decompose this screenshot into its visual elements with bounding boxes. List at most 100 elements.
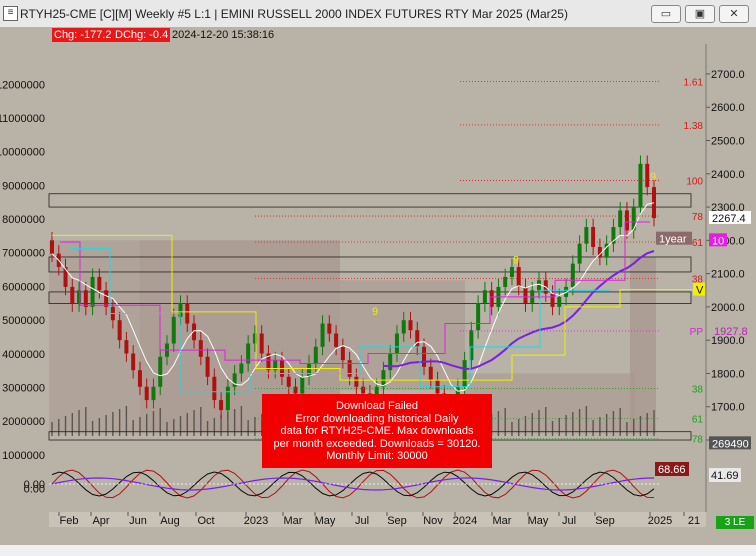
price-tag-bg xyxy=(693,282,705,296)
time-tick-label: 2025 xyxy=(648,515,672,527)
candle-body xyxy=(104,290,109,307)
candle-body xyxy=(503,276,508,287)
volume-tick-label: 2000000 xyxy=(2,416,45,428)
chart-header-strip xyxy=(0,27,756,42)
candle-body xyxy=(320,323,325,347)
candle-body xyxy=(489,290,494,307)
candle-body xyxy=(124,340,129,354)
candle-body xyxy=(225,386,230,411)
menu-icon[interactable]: ≡ xyxy=(3,6,18,21)
candle-body xyxy=(239,363,244,374)
price-tick-label: 1900.0 xyxy=(711,335,745,347)
candle-body xyxy=(144,386,149,401)
time-tick-label: 21 xyxy=(688,515,700,527)
fib-level-label: 1.61 xyxy=(684,78,704,89)
price-band xyxy=(48,193,692,208)
candle-body xyxy=(415,330,420,347)
candle-body xyxy=(50,240,54,254)
price-tag-label: 269490 xyxy=(712,438,749,450)
price-tag-label: V xyxy=(696,285,704,297)
maximize-button[interactable]: ▣ xyxy=(685,5,715,23)
candle-body xyxy=(469,330,474,361)
bottom-scrollbar[interactable] xyxy=(0,545,756,556)
volume-tick-label: 0.00 xyxy=(24,483,45,495)
time-tick-label: Jul xyxy=(355,515,369,527)
candle-body xyxy=(327,323,332,334)
candle-body xyxy=(266,353,271,371)
candle-body xyxy=(131,353,136,371)
time-tick-label: 2023 xyxy=(244,515,268,527)
candle-body xyxy=(63,266,68,287)
candle-body xyxy=(652,187,656,219)
price-tag-label: 1year xyxy=(659,234,687,246)
step-line-magenta xyxy=(60,221,650,364)
time-tick-label: Mar xyxy=(493,515,512,527)
candle-body xyxy=(482,290,487,304)
error-line: data for RTYH25-CME. Max downloads xyxy=(280,425,474,437)
time-tick-label: Jul xyxy=(562,515,576,527)
fib-level-label: 100 xyxy=(686,176,703,187)
time-tick-label: Feb xyxy=(60,515,79,527)
oscillator-secondary-label: 41.69 xyxy=(711,470,739,482)
candle-body xyxy=(252,333,257,344)
candle-body xyxy=(604,243,609,257)
minimize-button[interactable]: ▭ xyxy=(651,5,681,23)
price-tag-bg xyxy=(709,233,727,247)
candle-body xyxy=(381,370,386,387)
time-tick-label: Sep xyxy=(387,515,407,527)
candle-body xyxy=(537,280,542,291)
close-button[interactable]: ✕ xyxy=(719,5,749,23)
fib-level-label: PP xyxy=(690,327,704,338)
timestamp: 2024-12-20 15:38:16 xyxy=(172,29,275,41)
candle-body xyxy=(361,386,366,394)
time-axis-bg xyxy=(49,512,706,527)
time-tick-label: Aug xyxy=(160,515,180,527)
error-line: per month exceeded. Downloads = 30120. xyxy=(273,437,481,450)
candle-body xyxy=(354,376,359,387)
candle-body xyxy=(557,296,562,307)
time-tick-label: 2024 xyxy=(453,515,477,527)
price-tag-label: 10 xyxy=(712,235,724,247)
error-line: Error downloading historical Daily xyxy=(295,412,459,425)
candle-body xyxy=(192,323,197,341)
change-badge: Chg: -177.2 xyxy=(52,28,114,42)
volume-tick-label: 5000000 xyxy=(2,315,45,327)
price-tag-label: 1927.8 xyxy=(714,326,748,338)
daily-change-badge: DChg: -0.4 xyxy=(113,28,171,42)
candle-body xyxy=(300,376,305,394)
price-band xyxy=(48,291,692,304)
shaded-zone xyxy=(630,256,656,434)
volume-tick-label: 10000000 xyxy=(0,147,45,159)
candle-body xyxy=(158,356,163,387)
oscillator-value-label: 68.66 xyxy=(658,464,686,476)
price-band xyxy=(48,256,692,273)
oscillator-zero-label: 0.00 xyxy=(24,479,45,491)
wave-count-label: 9 xyxy=(650,171,656,183)
candle-body xyxy=(631,207,636,231)
fib-level-label: 61 xyxy=(692,238,704,249)
download-error-box[interactable]: Download Failed Error downloading histor… xyxy=(262,394,492,468)
time-tick-label: Jun xyxy=(129,515,147,527)
oscillator-line-purple xyxy=(51,477,655,491)
time-tick-label: Apr xyxy=(92,515,109,527)
fib-level-label: 78 xyxy=(692,434,704,445)
fib-level-label: 78 xyxy=(692,212,704,223)
candle-body xyxy=(83,290,88,307)
volume-tick-label: 3000000 xyxy=(2,382,45,394)
candle-body xyxy=(273,360,278,371)
time-tick-label: Sep xyxy=(595,515,615,527)
time-tick-label: May xyxy=(528,515,549,527)
candle-body xyxy=(462,360,467,387)
candle-body xyxy=(198,340,203,357)
candle-body xyxy=(178,303,183,317)
candle-body xyxy=(523,286,528,304)
candle-body xyxy=(212,376,217,401)
candle-body xyxy=(591,227,596,247)
wave-count-label: 9 xyxy=(372,306,378,318)
volume-tick-label: 11000000 xyxy=(0,113,45,125)
fib-level-label: 38 xyxy=(692,275,704,286)
volume-tick-label: 6000000 xyxy=(2,281,45,293)
candle-body xyxy=(394,333,399,354)
oscillator-value-badge xyxy=(655,462,689,476)
error-title: Download Failed xyxy=(336,400,418,412)
